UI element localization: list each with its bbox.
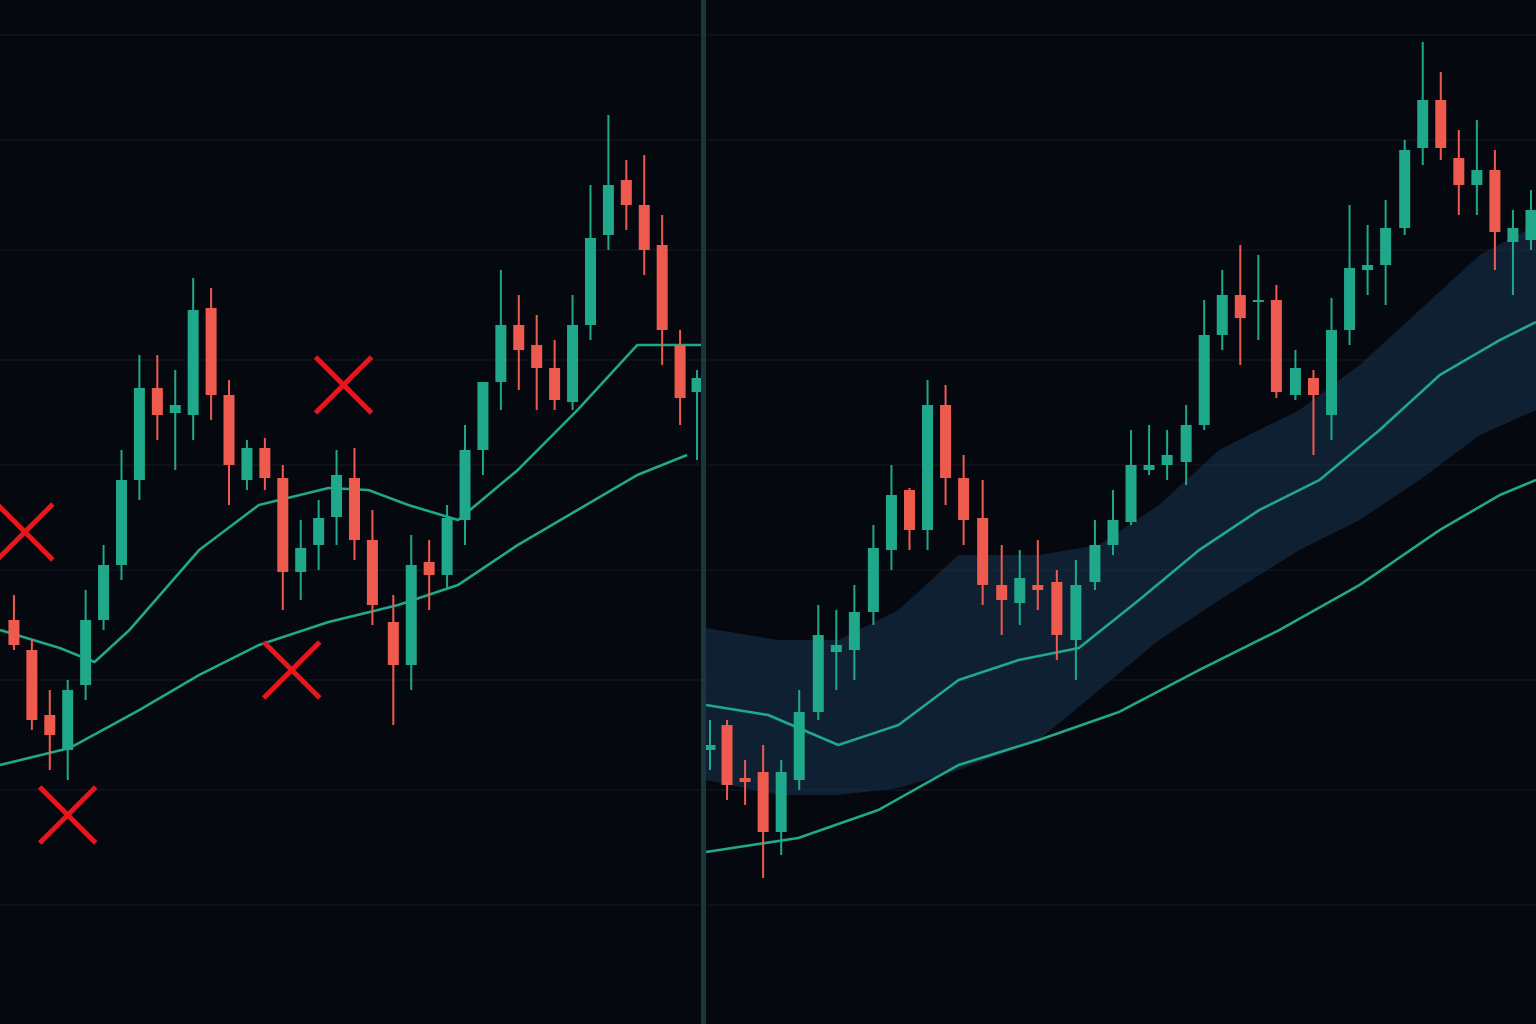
candle-body [1435, 100, 1447, 148]
candle-body [620, 180, 632, 205]
candle-body [1032, 585, 1044, 590]
candle-body [721, 725, 733, 785]
candle-body [1380, 228, 1392, 265]
panel-divider [701, 0, 706, 1024]
candle-body [1014, 578, 1026, 603]
candle-body [996, 585, 1008, 600]
moving-average-line [705, 478, 1536, 854]
candle-body [549, 368, 561, 400]
candle-body [133, 388, 145, 480]
candle-body [1234, 295, 1246, 318]
candle-body [241, 448, 253, 480]
candle-body [1417, 100, 1429, 148]
candle-body [387, 622, 399, 665]
candle-body [8, 620, 20, 645]
candle-body [62, 690, 74, 750]
candle-body [739, 778, 751, 782]
candle-body [331, 475, 343, 517]
candle-body [1507, 228, 1519, 242]
candle-body [1216, 295, 1228, 335]
candle-body [1180, 425, 1192, 462]
candle-body [205, 308, 217, 395]
cross-marker [37, 785, 98, 845]
cross-marker [0, 502, 55, 562]
candle-body [495, 325, 507, 382]
candle-body [1289, 368, 1301, 395]
candle-body [704, 745, 716, 750]
candle-body [531, 345, 543, 368]
panel [704, 42, 1536, 878]
candle-body [259, 448, 271, 478]
candle-body [691, 378, 703, 392]
candle-body [812, 635, 824, 712]
candle-body [830, 645, 842, 652]
candle-body [1362, 265, 1374, 270]
cross-marker [261, 640, 322, 700]
candle-body [1252, 300, 1264, 302]
candle-body [441, 518, 453, 575]
candle-body [277, 478, 289, 572]
moving-average-line [705, 320, 1536, 747]
candle-body [223, 395, 235, 465]
candle-body [459, 450, 471, 520]
candle-body [674, 345, 686, 398]
moving-average-line [0, 453, 688, 767]
candle-body [602, 185, 614, 235]
candle-body [1326, 330, 1338, 415]
candle-body [477, 382, 489, 450]
candle-body [151, 388, 163, 415]
candle-body [584, 238, 596, 325]
candle-body [793, 712, 805, 780]
candle-body [977, 518, 989, 585]
candle-body [1307, 378, 1319, 395]
candle-body [1051, 582, 1063, 635]
band [706, 225, 1536, 795]
candle-body [922, 405, 934, 530]
candle-body [1161, 455, 1173, 465]
candle-body [867, 548, 879, 612]
candle-body [958, 478, 970, 520]
candle-body [295, 548, 307, 572]
moving-average-line [0, 343, 702, 664]
candle-body [1070, 585, 1082, 640]
candle-body [656, 245, 668, 330]
candle-body [405, 565, 417, 665]
candle-body [757, 772, 769, 832]
candle-body [1143, 465, 1155, 470]
candle-body [1525, 210, 1536, 240]
candle-body [940, 405, 952, 478]
candle-body [44, 715, 56, 735]
candle-body [903, 490, 915, 530]
candle-body [1089, 545, 1101, 582]
candle-body [80, 620, 92, 685]
candle-body [848, 612, 860, 650]
candle-body [169, 405, 181, 413]
candle-body [1471, 170, 1483, 185]
candle-body [187, 310, 199, 415]
candle-body [115, 480, 127, 565]
candle-body [567, 325, 579, 402]
cross-marker [313, 355, 374, 415]
candle-body [348, 478, 360, 540]
candle-body [26, 650, 38, 720]
candle-body [98, 565, 110, 620]
candle-body [638, 205, 650, 250]
candle-body [775, 772, 787, 832]
candle-body [1453, 158, 1465, 185]
candle-body [423, 562, 435, 575]
candle-body [313, 518, 325, 545]
candle-body [1399, 150, 1411, 228]
candle-body [1270, 300, 1282, 392]
candle-body [366, 540, 378, 605]
candle-body [1489, 170, 1501, 232]
candle-body [1107, 520, 1119, 545]
candle-body [1125, 465, 1137, 522]
candle-body [1344, 268, 1356, 330]
candle-body [1198, 335, 1210, 425]
candle-body [885, 495, 897, 550]
panel [0, 115, 703, 845]
candle-body [513, 325, 525, 350]
